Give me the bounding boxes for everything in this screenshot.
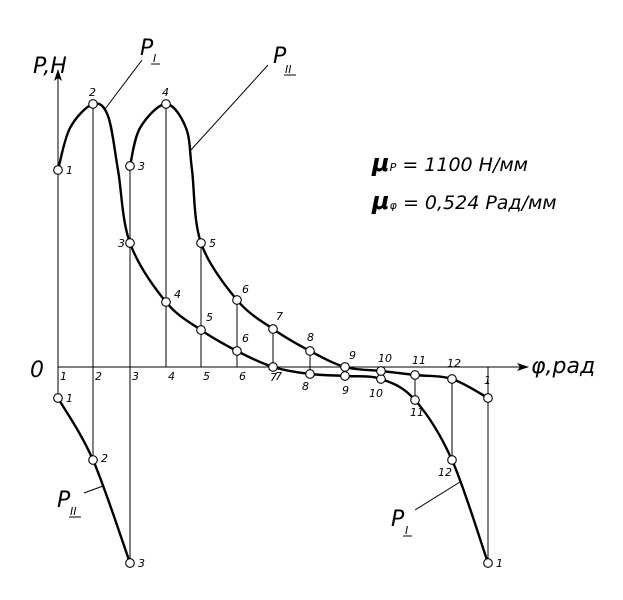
svg-text:I: I	[405, 524, 408, 537]
p2-point	[483, 393, 493, 403]
point-label: 7	[270, 371, 277, 384]
point-label: 9	[342, 384, 349, 397]
curve-label-p2-top: P II	[189, 44, 296, 152]
svg-text:μP= 1100 Н/мм: μP = 1100 Н/мм	[371, 149, 528, 177]
point-label: 1	[496, 557, 503, 570]
curve-label-p1-bottom: P I	[391, 481, 461, 537]
point-label: 3	[138, 160, 145, 173]
curve-p1	[56, 102, 490, 564]
ordinate-lines	[57, 104, 489, 563]
p1-point	[161, 297, 171, 307]
p2-point	[305, 346, 315, 356]
curve-label-p1-top: P I	[104, 36, 160, 110]
p2-point	[447, 374, 457, 384]
point-label: 11	[412, 354, 426, 367]
svg-text:μφ= 0,524 Рад/мм: μφ = 0,524 Рад/мм	[371, 187, 557, 215]
p2-point	[53, 393, 63, 403]
p1-point	[447, 455, 457, 465]
axis-position-labels: 1 2 3 4 5 6 7	[60, 370, 282, 383]
axis-position-label: 5	[203, 370, 210, 383]
p1-point	[410, 395, 420, 405]
svg-text:P: P	[140, 36, 154, 61]
p2-point	[410, 370, 420, 380]
p2-point	[232, 295, 242, 305]
point-label: 1	[66, 392, 73, 405]
p2-point	[196, 238, 206, 248]
point-label: 11	[410, 406, 424, 419]
point-label: 10	[369, 387, 383, 400]
p1-point	[53, 165, 63, 175]
point-label: 7	[276, 310, 283, 323]
p2-point	[88, 455, 98, 465]
scale-mu-p: μP = 1100 Н/мм	[371, 149, 528, 177]
axis-position-label: 2	[95, 370, 102, 383]
svg-text:II: II	[70, 505, 77, 518]
p1-point	[125, 238, 135, 248]
point-label: 4	[162, 86, 169, 99]
axis-position-label: 4	[168, 370, 175, 383]
point-label: 8	[302, 380, 309, 393]
point-label: 10	[378, 352, 392, 365]
p1-point	[196, 325, 206, 335]
point-label: 6	[242, 283, 249, 296]
point-label: 1	[66, 164, 73, 177]
svg-text:P: P	[57, 488, 71, 513]
p2-point	[268, 324, 278, 334]
svg-text:I: I	[153, 52, 156, 65]
svg-text:II: II	[285, 63, 292, 76]
scale-mu-phi: μφ = 0,524 Рад/мм	[371, 187, 557, 215]
point-label: 3	[138, 557, 145, 570]
point-label: 8	[307, 331, 314, 344]
svg-text:P: P	[391, 507, 405, 532]
curve-points	[53, 99, 493, 568]
axis-position-label: 1	[60, 370, 67, 383]
x-axis-label: φ,рад	[531, 354, 595, 379]
p2-point	[161, 99, 171, 109]
origin-label: 0	[30, 358, 44, 383]
curve-label-p2-bottom: P II	[57, 485, 104, 518]
axis-position-label: 6	[239, 370, 246, 383]
curve-p2-negative	[56, 397, 132, 564]
point-label: 3	[118, 237, 125, 250]
point-label: 1	[484, 374, 491, 387]
p2-point	[376, 366, 386, 376]
point-label: 6	[242, 332, 249, 345]
p1-point	[305, 369, 315, 379]
point-label: 5	[206, 311, 213, 324]
y-axis-label: P,H	[33, 54, 67, 79]
p2-point	[125, 558, 135, 568]
axis-position-label: 7	[275, 370, 282, 383]
point-label: 5	[209, 237, 216, 250]
p2-point	[125, 161, 135, 171]
point-label: 4	[174, 288, 181, 301]
point-label: 12	[447, 357, 461, 370]
point-label: 12	[438, 466, 452, 479]
p1-point	[88, 99, 98, 109]
point-label: 2	[101, 452, 108, 465]
p2-point	[340, 362, 350, 372]
point-label: 2	[89, 86, 96, 99]
axis-position-label: 3	[132, 370, 139, 383]
p1-point	[268, 362, 278, 372]
p1-point	[232, 346, 242, 356]
point-label: 9	[349, 349, 356, 362]
p1-point	[376, 374, 386, 384]
p1-point	[483, 558, 493, 568]
svg-text:P: P	[273, 44, 287, 69]
p1-point	[340, 371, 350, 381]
